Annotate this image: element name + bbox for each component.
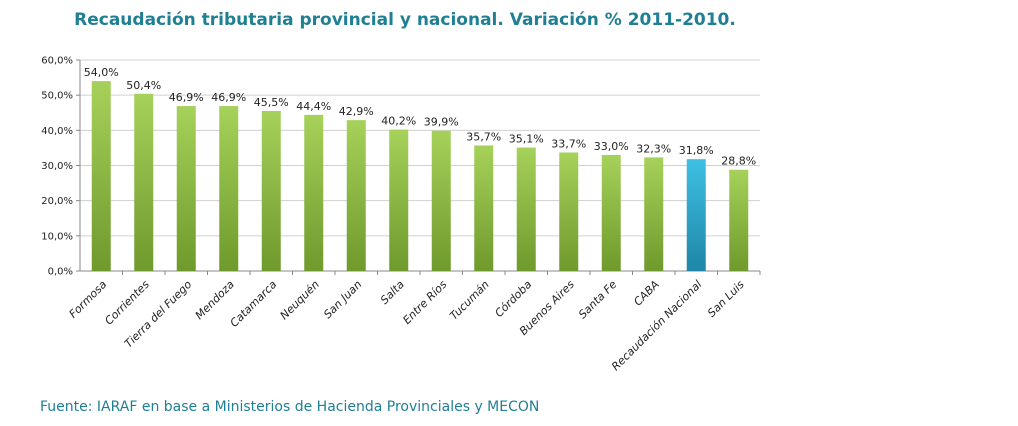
y-tick-label: 10,0% (41, 231, 73, 242)
y-tick-label: 40,0% (41, 126, 73, 137)
x-category-label: San Luis (705, 278, 747, 320)
x-category-label: Mendoza (193, 278, 237, 322)
data-label: 50,4% (126, 79, 161, 92)
x-category-label: Tucumán (447, 278, 492, 323)
data-label: 33,0% (594, 140, 629, 153)
bar (219, 106, 239, 272)
data-label: 46,9% (169, 91, 204, 104)
y-tick-label: 50,0% (41, 91, 73, 102)
data-label: 39,9% (424, 116, 459, 129)
x-category-label: San Juan (321, 278, 364, 321)
x-category-label: Catamarca (228, 278, 280, 330)
data-label: 42,9% (339, 105, 374, 118)
data-label: 33,7% (551, 137, 586, 150)
data-label: 54,0% (84, 66, 119, 79)
x-category-label: Neuquén (278, 278, 322, 322)
bar (176, 106, 196, 272)
bar (261, 110, 281, 271)
data-label: 40,2% (381, 115, 416, 128)
bar (686, 159, 706, 271)
data-label: 45,5% (254, 96, 289, 109)
bar (304, 114, 324, 271)
x-category-label: Santa Fe (576, 278, 620, 322)
bar (644, 157, 664, 271)
y-tick-label: 60,0% (41, 56, 73, 67)
x-category-label: CABA (631, 278, 662, 309)
x-category-label: Salta (378, 278, 407, 307)
bar (474, 145, 494, 271)
bar (516, 147, 536, 271)
data-label: 35,1% (509, 133, 544, 146)
data-label: 28,8% (721, 155, 756, 168)
data-label: 32,3% (636, 142, 671, 155)
y-tick-label: 0,0% (48, 267, 73, 278)
data-label: 31,8% (679, 144, 714, 157)
x-category-label: Córdoba (492, 278, 534, 320)
bar (91, 81, 111, 271)
x-category-label: Entre Ríos (400, 278, 449, 327)
bar (346, 120, 366, 271)
chart-title: Recaudación tributaria provincial y naci… (74, 10, 736, 30)
bar (389, 129, 409, 271)
bar (431, 130, 451, 271)
data-label: 46,9% (211, 91, 246, 104)
data-label: 35,7% (466, 130, 501, 143)
x-category-label: Formosa (67, 278, 110, 321)
data-label: 44,4% (296, 100, 331, 113)
y-tick-label: 30,0% (41, 161, 73, 172)
bar (729, 169, 749, 271)
bar (559, 152, 579, 271)
bar (601, 154, 621, 271)
y-tick-label: 20,0% (41, 196, 73, 207)
bar (134, 93, 154, 271)
source-note: Fuente: IARAF en base a Ministerios de H… (40, 399, 540, 415)
